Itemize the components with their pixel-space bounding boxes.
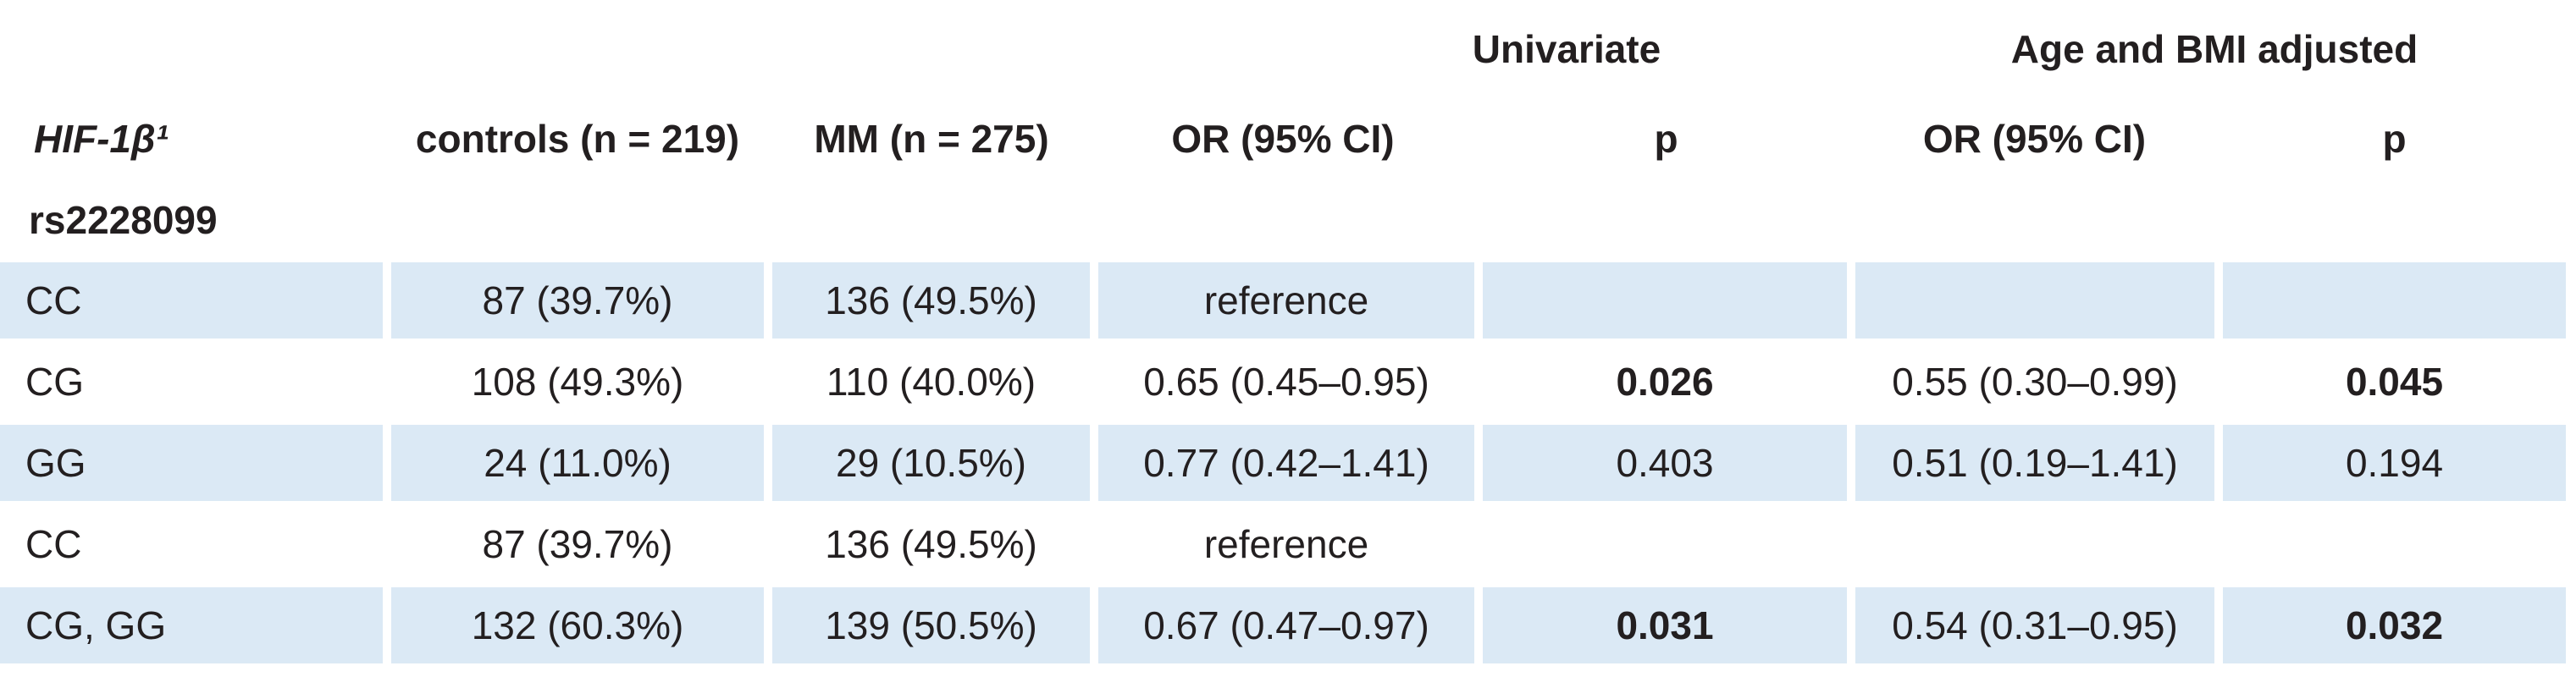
cell-mm: 110 (40.0%): [826, 360, 1036, 404]
cell-genotype: GG: [0, 425, 383, 501]
cell-or-adjusted: 0.51 (0.19–1.41): [1855, 425, 2214, 501]
cell-or-univariate: 0.77 (0.42–1.41): [1098, 425, 1474, 501]
column-header-or-adjusted: OR (95% CI): [1922, 117, 2147, 161]
cell-genotype: CG: [25, 360, 84, 404]
table-row: CG, GG 132 (60.3%) 139 (50.5%) 0.67 (0.47–0…: [0, 587, 2576, 663]
column-header-p-adjusted: p: [2382, 117, 2407, 161]
column-header-mm: MM (n = 275): [814, 117, 1049, 161]
table-row: CG 108 (49.3%) 110 (40.0%) 0.65 (0.45–0.95)…: [0, 344, 2576, 420]
cell-p-univariate: [1483, 262, 1847, 338]
cell-or-adjusted: [1855, 262, 2214, 338]
column-header-p-univariate: p: [1654, 117, 1678, 161]
cell-p-adjusted: 0.032: [2223, 587, 2566, 663]
column-header-controls: controls (n = 219): [415, 117, 740, 161]
cell-genotype: CC: [25, 522, 82, 566]
cell-p-univariate: 0.031: [1483, 587, 1847, 663]
cell-genotype: CG, GG: [0, 587, 383, 663]
cell-or-univariate: 0.67 (0.47–0.97): [1098, 587, 1474, 663]
cell-controls: 24 (11.0%): [391, 425, 764, 501]
cell-mm: 29 (10.5%): [772, 425, 1090, 501]
cell-or-univariate: reference: [1098, 262, 1474, 338]
table-row: GG 24 (11.0%) 29 (10.5%) 0.77 (0.42–1.41) 0.…: [0, 425, 2576, 501]
cell-p-univariate: 0.026: [1616, 360, 1714, 404]
cell-mm: 139 (50.5%): [772, 587, 1090, 663]
group-header-univariate: Univariate: [1472, 27, 1661, 71]
cell-p-adjusted: [2223, 506, 2566, 582]
cell-p-univariate: 0.403: [1483, 425, 1847, 501]
cell-or-adjusted: 0.55 (0.30–0.99): [1892, 360, 2178, 404]
cell-p-adjusted: 0.045: [2345, 360, 2444, 404]
snp-label: rs2228099: [29, 198, 218, 242]
cell-or-adjusted: 0.54 (0.31–0.95): [1855, 587, 2214, 663]
table-row: CC 87 (39.7%) 136 (49.5%) reference: [0, 506, 2576, 582]
cell-or-univariate: reference: [1203, 522, 1369, 566]
cell-or-univariate: 0.65 (0.45–0.95): [1143, 360, 1429, 404]
cell-controls: 87 (39.7%): [482, 522, 673, 566]
column-header-or-univariate: OR (95% CI): [1171, 117, 1395, 161]
group-header-adjusted: Age and BMI adjusted: [2010, 27, 2418, 71]
cell-mm: 136 (49.5%): [825, 522, 1037, 566]
cell-or-adjusted: [1855, 506, 2214, 582]
column-header-gene: HIF-1β¹: [34, 117, 169, 161]
cell-genotype: CC: [0, 262, 383, 338]
cell-controls: 87 (39.7%): [391, 262, 764, 338]
cell-p-adjusted: 0.194: [2223, 425, 2566, 501]
cell-mm: 136 (49.5%): [772, 262, 1090, 338]
table-row: CC 87 (39.7%) 136 (49.5%) reference: [0, 262, 2576, 338]
cell-controls: 132 (60.3%): [391, 587, 764, 663]
cell-controls: 108 (49.3%): [471, 360, 684, 404]
cell-p-adjusted: [2223, 262, 2566, 338]
cell-p-univariate: [1483, 506, 1847, 582]
